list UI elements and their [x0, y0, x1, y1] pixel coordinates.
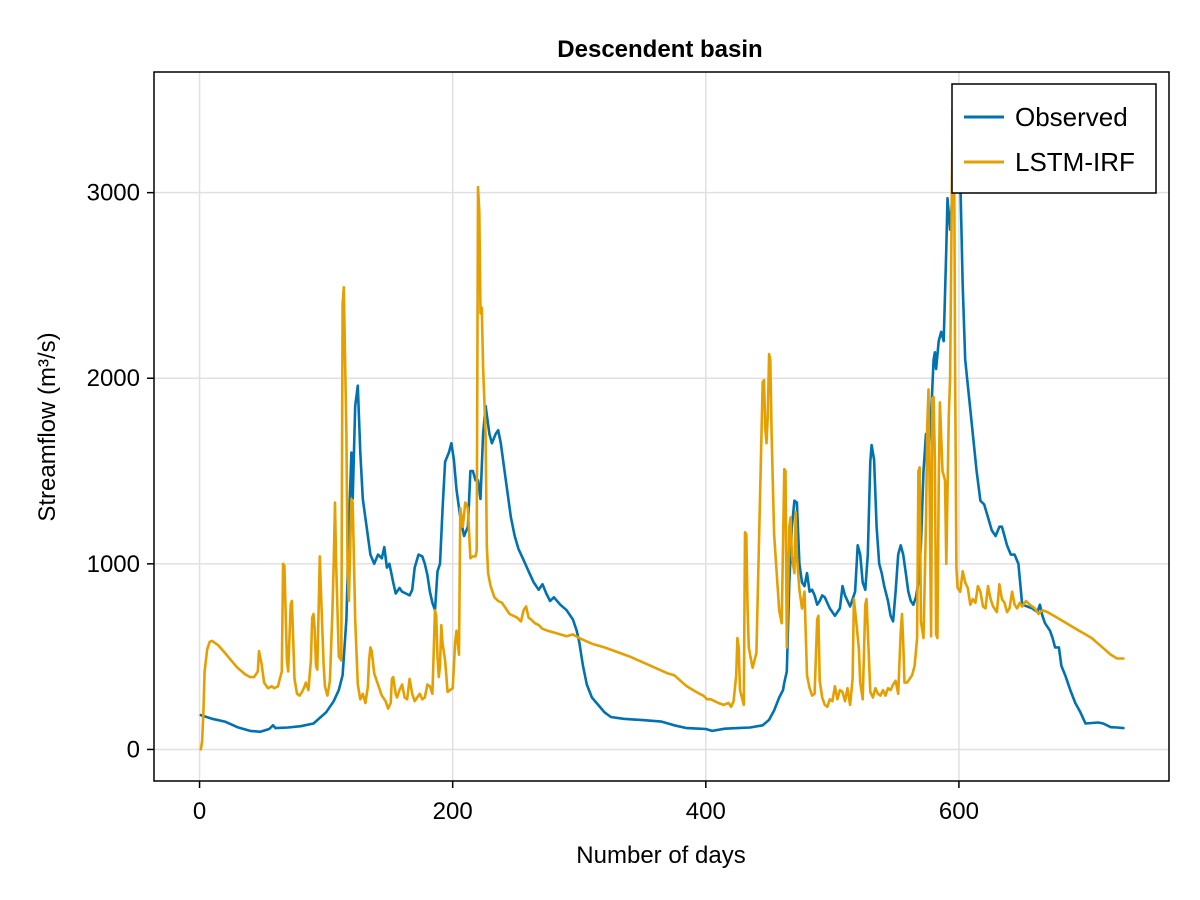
y-tick-label: 2000 [87, 365, 140, 392]
y-tick-label: 3000 [87, 180, 140, 207]
series-lines [199, 102, 1125, 751]
x-axis-label: Number of days [576, 842, 745, 869]
chart-title: Descendent basin [557, 36, 762, 63]
legend: Observed LSTM-IRF [951, 83, 1157, 194]
series-line-lstm-irf [199, 102, 1125, 751]
y-tick-label: 0 [127, 736, 140, 763]
x-tick-label: 400 [686, 798, 726, 825]
x-tick-label: 200 [433, 798, 473, 825]
y-axis-label: Streamflow (m³/s) [34, 332, 61, 521]
y-tick-label: 1000 [87, 551, 140, 578]
legend-label-lstm-irf: LSTM-IRF [1015, 147, 1135, 177]
plot-area [153, 71, 1170, 782]
legend-box [951, 83, 1157, 194]
x-tick-label: 600 [939, 798, 979, 825]
axis-ticks: 0 200 400 600 0 1000 2000 3000 [87, 180, 979, 825]
series-line-observed [199, 107, 1125, 734]
x-tick-label: 0 [193, 798, 206, 825]
legend-label-observed: Observed [1015, 102, 1128, 132]
